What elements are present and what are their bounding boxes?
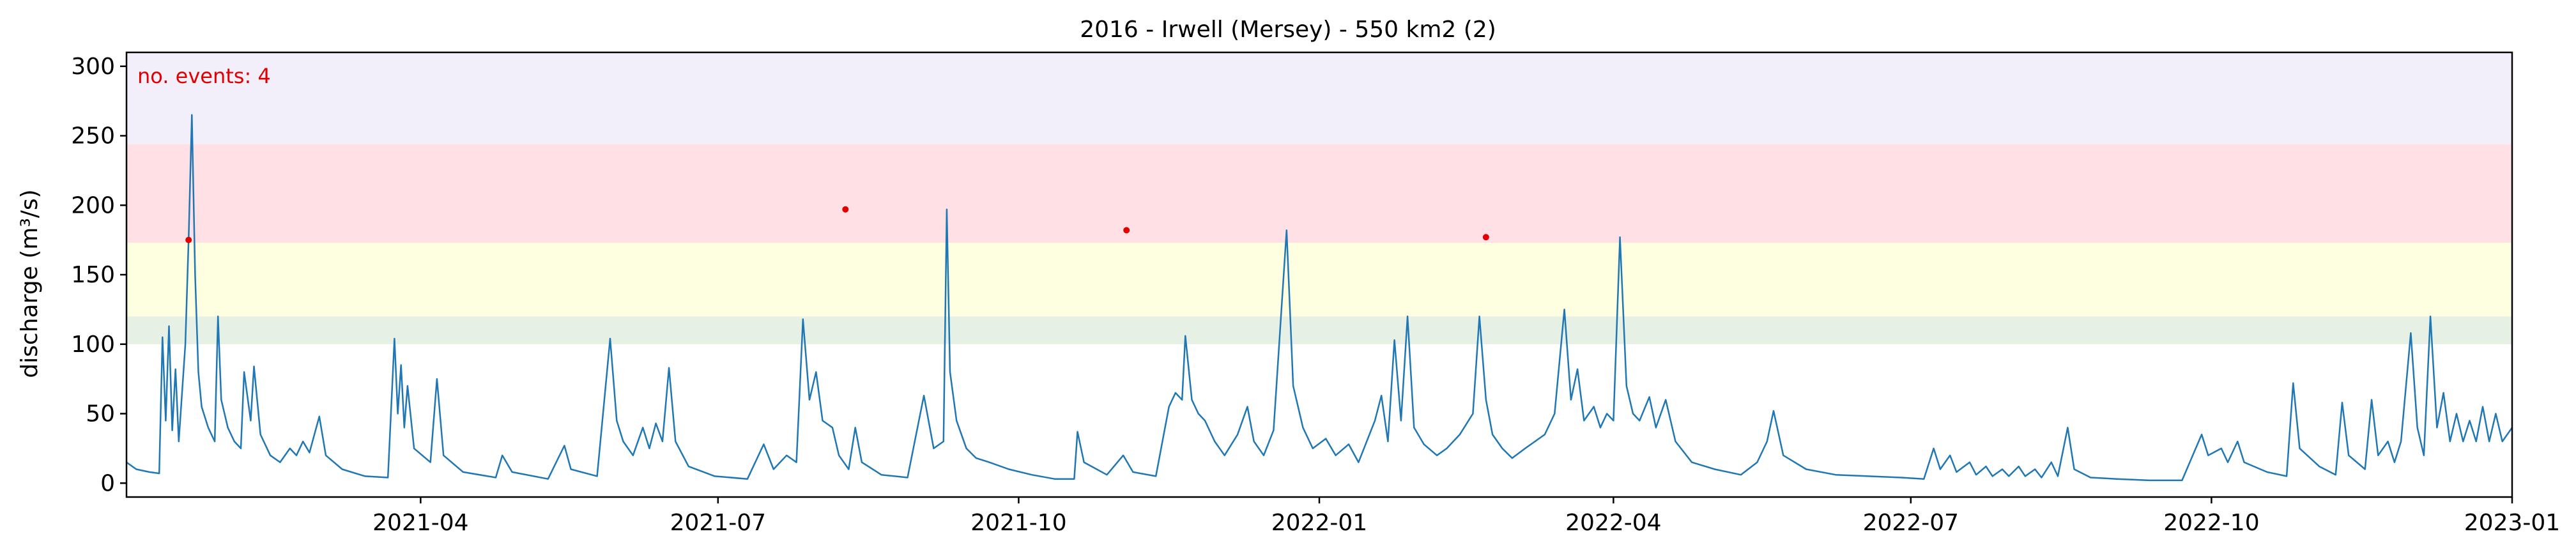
y-tick-label: 150: [71, 262, 115, 288]
x-tick-label: 2022-07: [1863, 510, 1959, 536]
x-tick-label: 2023-01: [2464, 510, 2560, 536]
threshold-bands: [126, 52, 2512, 344]
y-tick-label: 300: [71, 54, 115, 80]
event-point-2: [1123, 227, 1130, 234]
y-axis-ticks: 0 50 100 150 200 250 300: [71, 54, 126, 496]
event-point-3: [1482, 234, 1489, 241]
threshold-band-0: [126, 316, 2512, 344]
x-tick-label: 2022-04: [1565, 510, 1661, 536]
event-point-0: [185, 236, 192, 243]
y-tick-label: 250: [71, 123, 115, 149]
x-tick-label: 2022-01: [1271, 510, 1367, 536]
threshold-band-2: [126, 144, 2512, 243]
series-line-0: [126, 114, 2513, 482]
x-axis-ticks: 2021-04 2021-07 2021-10 2022-01 2022-04 2022-…: [372, 497, 2560, 536]
threshold-band-3: [126, 52, 2512, 144]
y-tick-label: 50: [86, 401, 115, 427]
event-count-annotation: no. events: 4: [137, 64, 271, 88]
x-tick-label: 2022-10: [2163, 510, 2259, 536]
x-tick-label: 2021-04: [372, 510, 468, 536]
event-point-1: [842, 206, 849, 213]
y-tick-label: 200: [71, 192, 115, 218]
y-axis-label: discharge (m³/s): [17, 189, 43, 378]
event-markers: [185, 206, 1489, 243]
y-tick-label: 100: [71, 332, 115, 358]
chart-title: 2016 - Irwell (Mersey) - 550 km2 (2): [1080, 17, 1496, 43]
x-tick-label: 2021-10: [970, 510, 1066, 536]
y-tick-label: 0: [100, 470, 115, 496]
x-tick-label: 2021-07: [670, 510, 766, 536]
series-group: [126, 114, 2513, 482]
threshold-band-1: [126, 242, 2512, 317]
